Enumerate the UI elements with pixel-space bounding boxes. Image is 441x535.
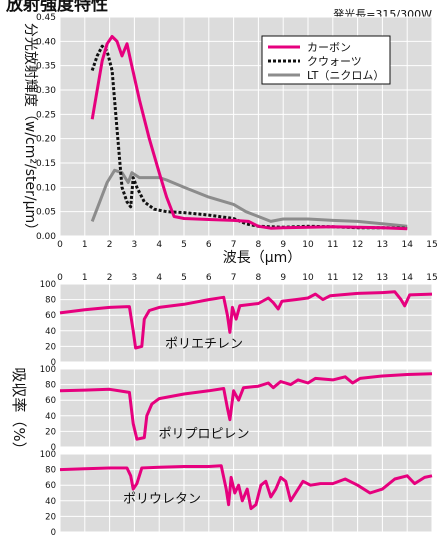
top-x-tick-label: 2	[107, 240, 113, 250]
top-x-tick-label: 11	[327, 240, 338, 250]
top-y-tick-label: 0.05	[36, 208, 56, 218]
absorption-panels: 0 20 40 60 80 100 ポリエチレン 0 20 40 60 80 100 ポリプロピレン 0 20…	[40, 280, 433, 535]
panel-y-tick-label: 40	[45, 412, 56, 422]
absorption-panel: 0 20 40 60 80 100 ポリウレタン	[40, 450, 433, 535]
top-y-axis-label: 分光放射輝度（w/cm²/ster/μm）	[22, 23, 38, 237]
panel-y-tick-label: 60	[45, 311, 56, 321]
legend-quartz-label: クウォーツ	[307, 55, 362, 68]
top-x-tick-label: 4	[156, 240, 162, 250]
top-x-ticks: 0 1 2 3 4 5 6 7 8 9 10 11 12 13 14 15	[57, 240, 438, 250]
bottom-x-tick-label: 12	[352, 273, 363, 283]
top-series-lines	[90, 35, 408, 231]
top-x-tick-label: 14	[401, 240, 413, 250]
panel-y-tick-label: 100	[40, 450, 56, 460]
panel-y-tick-label: 80	[45, 296, 56, 306]
top-y-tick-label: 0.45	[36, 13, 56, 23]
nichrome-line	[90, 168, 408, 228]
panel-material-label: ポリプロピレン	[158, 427, 249, 442]
top-x-tick-label: 1	[82, 240, 88, 250]
panel-y-tick-label: 60	[45, 481, 56, 491]
bottom-x-tick-label: 2	[107, 273, 113, 283]
panel-plot-area	[60, 284, 432, 362]
absorption-panel: 0 20 40 60 80 100 ポリプロピレン	[40, 365, 433, 453]
panel-y-tick-label: 0	[51, 528, 56, 535]
panel-material-label: ポリウレタン	[123, 492, 201, 507]
bottom-x-tick-label: 11	[327, 273, 338, 283]
top-x-tick-label: 15	[426, 240, 437, 250]
top-y-tick-label: 0.25	[36, 110, 56, 120]
absorption-chart: 0 1 2 3 4 5 6 7 8 9 10 11 12 13 14 15 020406080100ポリエチレ…	[10, 273, 438, 535]
top-x-tick-label: 0	[57, 240, 63, 250]
top-y-tick-label: 0.20	[36, 135, 56, 145]
top-x-axis-label: 波長（μm）	[223, 250, 302, 266]
top-y-tick-label: 0.15	[36, 159, 56, 169]
top-x-tick-label: 7	[231, 240, 237, 250]
top-x-tick-label: 8	[256, 240, 262, 250]
bottom-x-tick-label: 15	[426, 273, 437, 283]
panel-y-tick-label: 80	[45, 381, 56, 391]
top-y-ticks: 0.00 0.05 0.10 0.15 0.20 0.25 0.30 0.35 0.40 0.45	[36, 13, 56, 242]
top-x-tick-label: 12	[352, 240, 363, 250]
top-y-tick-label: 0.40	[36, 37, 56, 47]
panel-y-tick-label: 0	[51, 443, 56, 453]
panel-y-tick-label: 0	[51, 358, 56, 368]
bottom-x-tick-label: 10	[302, 273, 314, 283]
panel-y-tick-label: 60	[45, 396, 56, 406]
carbon-line	[90, 35, 408, 231]
bottom-x-tick-label: 1	[82, 273, 88, 283]
spectral-radiance-chart: 0.00 0.05 0.10 0.15 0.20 0.25 0.30 0.35 0.40 0.45…	[22, 13, 438, 266]
top-y-tick-label: 0.30	[36, 86, 56, 96]
bottom-x-tick-label: 7	[231, 273, 237, 283]
top-x-tick-label: 6	[206, 240, 212, 250]
legend: カーボン クウォーツ LT（ニクロム）	[261, 35, 391, 85]
top-y-tick-label: 0.10	[36, 183, 56, 193]
absorption-panel: 0 20 40 60 80 100 ポリエチレン	[40, 280, 433, 368]
bottom-x-tick-label: 5	[181, 273, 187, 283]
chart-title: 放射強度特性	[5, 0, 108, 15]
bottom-x-tick-label: 13	[377, 273, 388, 283]
bottom-x-ticks: 0 1 2 3 4 5 6 7 8 9 10 11 12 13 14 15	[57, 273, 438, 283]
absorption-line	[59, 290, 433, 350]
legend-carbon-label: カーボン	[307, 41, 351, 54]
absorption-line	[59, 372, 433, 441]
panel-material-label: ポリエチレン	[165, 337, 243, 352]
top-x-tick-label: 3	[132, 240, 138, 250]
top-y-tick-label: 0.35	[36, 62, 56, 72]
panel-y-tick-label: 20	[45, 427, 56, 437]
panel-y-tick-label: 80	[45, 466, 56, 476]
top-x-tick-label: 9	[280, 240, 286, 250]
legend-nichrome-label: LT（ニクロム）	[307, 69, 384, 82]
absorption-line	[59, 464, 433, 511]
bottom-x-tick-label: 4	[156, 273, 162, 283]
top-x-tick-label: 13	[377, 240, 388, 250]
panel-y-tick-label: 100	[40, 365, 56, 375]
bottom-x-tick-label: 9	[280, 273, 286, 283]
panel-y-tick-label: 100	[40, 280, 56, 290]
panel-y-tick-label: 40	[45, 327, 56, 337]
top-y-tick-label: 0.00	[36, 232, 56, 242]
bottom-x-tick-label: 0	[57, 273, 63, 283]
bottom-x-tick-label: 3	[132, 273, 138, 283]
bottom-y-axis-label: 吸収率（%）	[10, 367, 28, 456]
panel-y-tick-label: 40	[45, 497, 56, 507]
top-x-tick-label: 10	[302, 240, 314, 250]
top-x-tick-label: 5	[181, 240, 187, 250]
bottom-x-tick-label: 6	[206, 273, 212, 283]
panel-plot-area	[60, 369, 432, 447]
panel-y-tick-label: 20	[45, 342, 56, 352]
bottom-x-tick-label: 8	[256, 273, 262, 283]
panel-y-tick-label: 20	[45, 512, 56, 522]
bottom-x-tick-label: 14	[401, 273, 413, 283]
